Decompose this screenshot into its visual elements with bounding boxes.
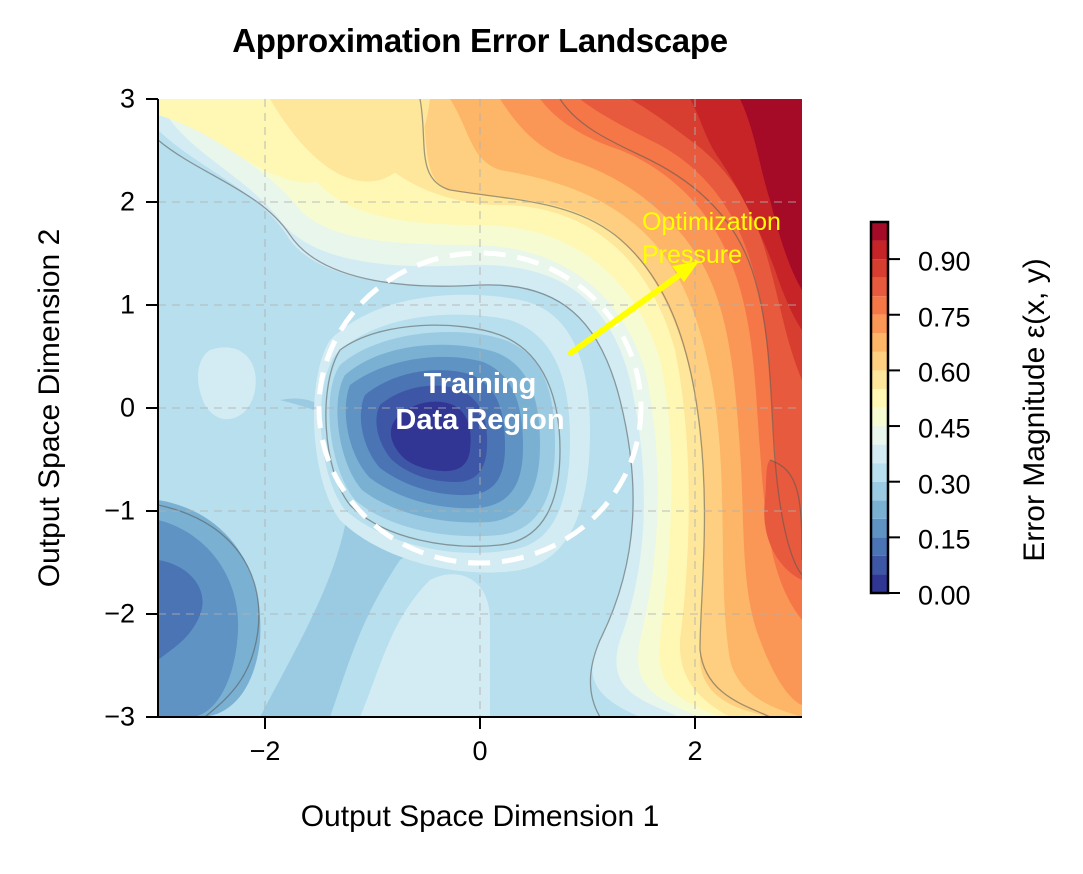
y-axis-label: Output Space Dimension 2 xyxy=(33,228,66,588)
y-tick-label: 3 xyxy=(119,83,135,114)
colorbar xyxy=(869,220,900,595)
training-region-circle xyxy=(316,250,644,566)
gridlines xyxy=(158,99,802,717)
training-region-label: Training Data Region xyxy=(395,366,564,438)
colorbar-label-container: Error Magnitude ε(x, y) xyxy=(1010,180,1060,640)
chart-title: Approximation Error Landscape xyxy=(232,22,728,59)
colorbar-tick-label: 0.90 xyxy=(918,246,971,277)
y-tick-label: −2 xyxy=(104,598,135,629)
x-axis-label: Output Space Dimension 1 xyxy=(300,800,660,833)
training-label-line2: Data Region xyxy=(395,404,565,436)
colorbar-tick-label: 0.60 xyxy=(918,357,971,388)
optimization-pressure-label: Optimization Pressure xyxy=(642,206,781,272)
colorbar-label: Error Magnitude ε(x, y) xyxy=(1018,258,1051,562)
optimization-arrow xyxy=(568,261,699,356)
colorbar-tick-label: 0.75 xyxy=(918,302,971,333)
colorbar-tick-label: 0.00 xyxy=(918,580,971,611)
y-tick-label: 0 xyxy=(119,392,135,423)
y-tick-label: 2 xyxy=(119,186,135,217)
opt-label-line2: Pressure xyxy=(642,241,743,269)
x-tick-label: −2 xyxy=(249,736,281,766)
y-tick-label: −3 xyxy=(104,701,135,732)
y-tick-label: 1 xyxy=(119,289,135,320)
axis-ticks xyxy=(146,98,696,729)
colorbar-tick-label: 0.45 xyxy=(918,413,971,444)
colorbar-tick-label: 0.30 xyxy=(918,469,971,500)
contour-lines xyxy=(158,99,802,717)
x-tick-label: 0 xyxy=(472,736,488,766)
opt-label-line1: Optimization xyxy=(642,208,781,236)
colorbar-tick-label: 0.15 xyxy=(918,524,971,555)
y-axis-label-container: Output Space Dimension 2 xyxy=(30,99,70,717)
x-tick-label: 2 xyxy=(687,736,703,766)
training-label-line1: Training xyxy=(423,368,537,400)
y-tick-label: −1 xyxy=(104,495,135,526)
